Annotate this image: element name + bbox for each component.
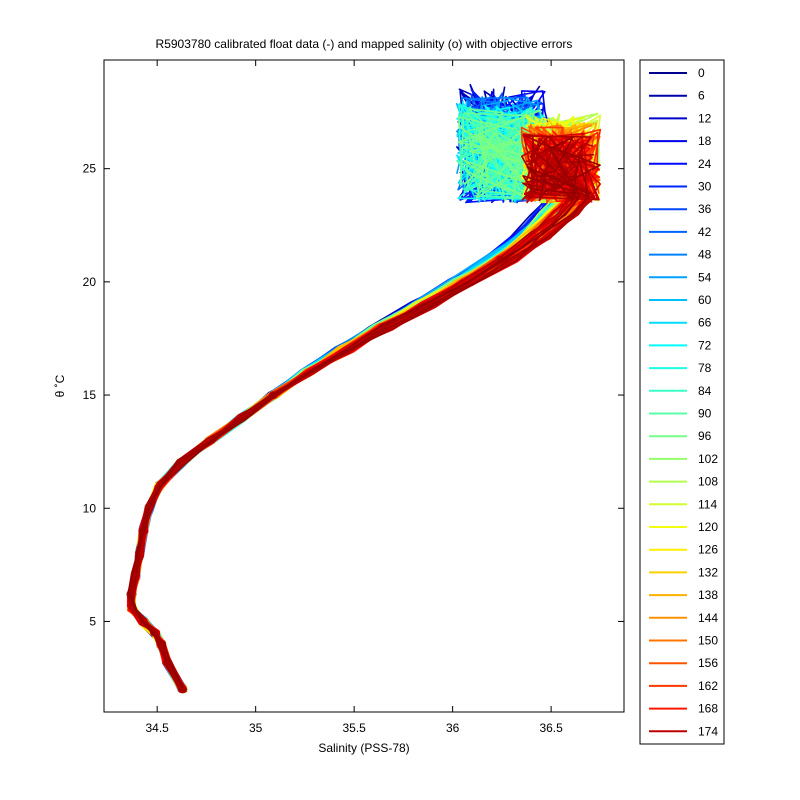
legend-label-114: 114: [698, 497, 717, 511]
legend-entry-66: 66: [649, 316, 712, 330]
legend-entry-96: 96: [649, 429, 712, 443]
legend-label-78: 78: [698, 361, 712, 375]
x-tick-label-0: 34.5: [146, 721, 170, 735]
x-axis-label: Salinity (PSS-78): [318, 741, 409, 755]
legend-label-84: 84: [698, 384, 712, 398]
x-tick-label-3: 36: [446, 721, 460, 735]
legend-entry-6: 6: [649, 89, 705, 103]
x-tick-label-4: 36.5: [539, 721, 563, 735]
legend-label-36: 36: [698, 202, 712, 216]
legend-label-6: 6: [698, 89, 705, 103]
y-tick-label-3: 20: [83, 275, 97, 289]
chart-title: R5903780 calibrated float data (-) and m…: [156, 37, 573, 51]
legend-label-174: 174: [698, 724, 718, 738]
legend-entry-150: 150: [649, 634, 718, 648]
legend-entry-30: 30: [649, 180, 712, 194]
legend-label-102: 102: [698, 452, 718, 466]
profile-series-179: [127, 145, 601, 688]
legend-entry-162: 162: [649, 679, 718, 693]
legend-entry-18: 18: [649, 134, 712, 148]
legend-label-66: 66: [698, 316, 712, 330]
legend-entry-42: 42: [649, 225, 712, 239]
legend-label-132: 132: [698, 565, 718, 579]
legend-label-144: 144: [698, 611, 718, 625]
legend-entry-108: 108: [649, 475, 718, 489]
legend-entry-168: 168: [649, 702, 718, 716]
legend-label-108: 108: [698, 475, 718, 489]
y-axis-label: θ ˚C: [53, 374, 67, 397]
y-tick-label-1: 10: [83, 501, 97, 515]
legend-box: [639, 59, 725, 745]
y-axis: 5 10 15 20 25: [83, 162, 624, 628]
legend-entry-156: 156: [649, 656, 718, 670]
legend-label-156: 156: [698, 656, 718, 670]
legend-entry-84: 84: [649, 384, 712, 398]
profile-line-179: [127, 145, 601, 688]
legend-label-120: 120: [698, 520, 718, 534]
legend-label-96: 96: [698, 429, 712, 443]
legend-entry-90: 90: [649, 407, 712, 421]
series-layer: [126, 83, 602, 694]
plot-frame: [103, 59, 625, 713]
legend-label-0: 0: [698, 66, 705, 80]
legend-entry-54: 54: [649, 270, 712, 284]
legend-entry-174: 174: [649, 724, 718, 738]
legend-label-60: 60: [698, 293, 712, 307]
legend-entry-24: 24: [649, 157, 712, 171]
x-tick-label-1: 35: [249, 721, 263, 735]
legend-label-126: 126: [698, 543, 718, 557]
legend-entry-132: 132: [649, 565, 718, 579]
profile-series-178: [132, 136, 592, 692]
legend-entry-36: 36: [649, 202, 712, 216]
legend-entry-78: 78: [649, 361, 712, 375]
x-axis: 34.5 35 35.5 36 36.5: [146, 60, 563, 735]
y-tick-label-2: 15: [83, 388, 97, 402]
legend-entry-48: 48: [649, 248, 712, 262]
legend-entries: 0 6 12 18 24 30 36 42 48 54 60 66 72 78 84 90 96 102 108 11…: [649, 66, 718, 738]
legend-entry-12: 12: [649, 111, 712, 125]
legend-label-54: 54: [698, 270, 712, 284]
legend-label-12: 12: [698, 111, 712, 125]
legend-label-162: 162: [698, 679, 718, 693]
legend-label-24: 24: [698, 157, 712, 171]
legend-label-168: 168: [698, 702, 718, 716]
legend-label-150: 150: [698, 634, 718, 648]
legend: 0 6 12 18 24 30 36 42 48 54 60 66 72 78 84 90 96 102 108 11…: [639, 59, 725, 745]
legend-entry-120: 120: [649, 520, 718, 534]
y-tick-label-4: 25: [83, 162, 97, 176]
legend-entry-0: 0: [649, 66, 705, 80]
legend-entry-114: 114: [649, 497, 717, 511]
legend-label-138: 138: [698, 588, 718, 602]
legend-entry-144: 144: [649, 611, 718, 625]
legend-label-18: 18: [698, 134, 712, 148]
legend-entry-60: 60: [649, 293, 712, 307]
y-tick-label-0: 5: [89, 614, 96, 628]
x-tick-label-2: 35.5: [342, 721, 366, 735]
legend-label-90: 90: [698, 407, 712, 421]
profile-line-178: [132, 136, 592, 692]
legend-label-42: 42: [698, 225, 712, 239]
legend-entry-138: 138: [649, 588, 718, 602]
legend-label-72: 72: [698, 338, 712, 352]
legend-entry-126: 126: [649, 543, 718, 557]
legend-label-30: 30: [698, 180, 712, 194]
legend-entry-72: 72: [649, 338, 712, 352]
legend-label-48: 48: [698, 248, 712, 262]
legend-entry-102: 102: [649, 452, 718, 466]
